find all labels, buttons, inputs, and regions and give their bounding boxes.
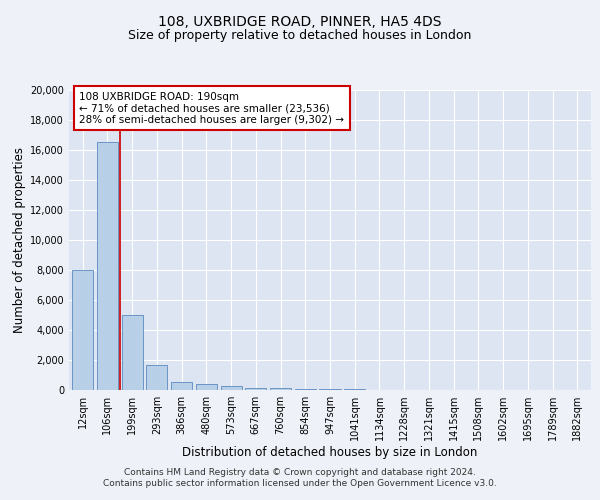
Bar [319,389,341,390]
Text: Contains HM Land Registry data © Crown copyright and database right 2024.: Contains HM Land Registry data © Crown c… [124,468,476,477]
Bar [72,270,93,390]
Bar [221,386,242,390]
Text: 108, UXBRIDGE ROAD, PINNER, HA5 4DS: 108, UXBRIDGE ROAD, PINNER, HA5 4DS [158,16,442,30]
Text: Size of property relative to detached houses in London: Size of property relative to detached ho… [128,30,472,43]
Bar [196,384,217,390]
Bar [245,388,266,390]
Bar [146,364,167,390]
Text: 108 UXBRIDGE ROAD: 190sqm
← 71% of detached houses are smaller (23,536)
28% of s: 108 UXBRIDGE ROAD: 190sqm ← 71% of detac… [79,92,344,124]
Text: Contains public sector information licensed under the Open Government Licence v3: Contains public sector information licen… [103,480,497,488]
X-axis label: Distribution of detached houses by size in London: Distribution of detached houses by size … [182,446,478,459]
Bar [97,142,118,390]
Bar [295,388,316,390]
Bar [270,388,291,390]
Y-axis label: Number of detached properties: Number of detached properties [13,147,26,333]
Bar [171,382,192,390]
Bar [122,315,143,390]
